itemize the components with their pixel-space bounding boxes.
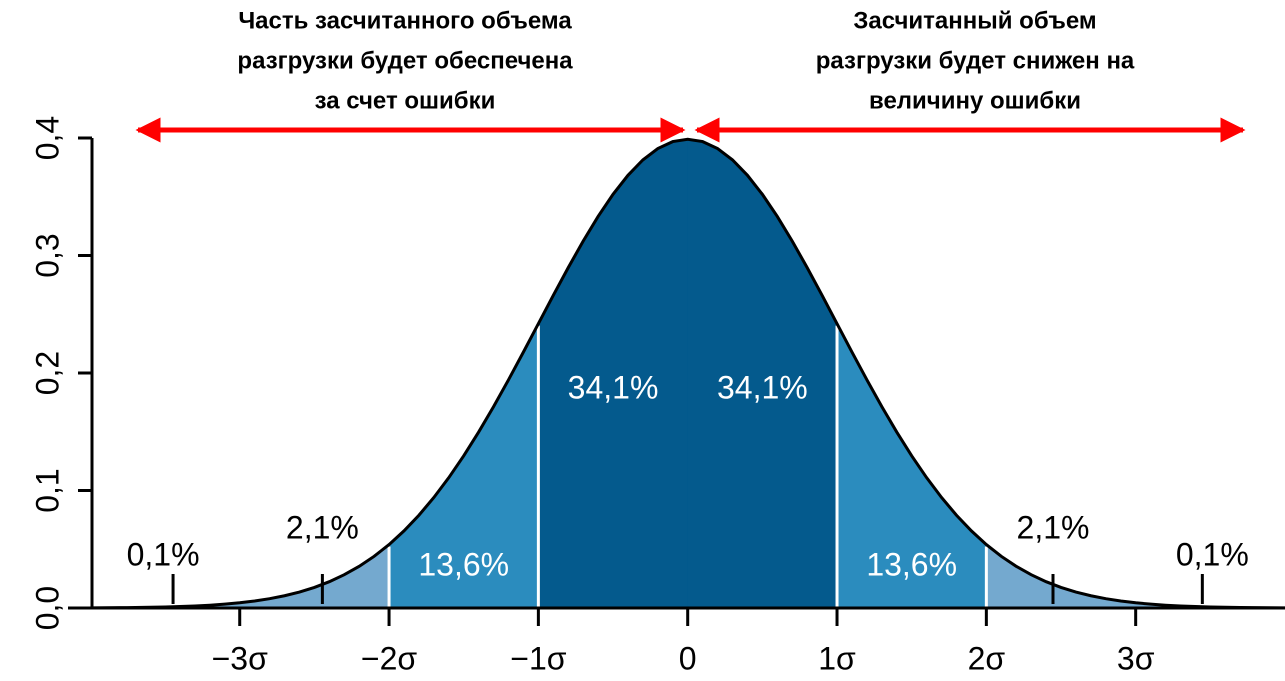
- x-tick-label: −3σ: [212, 640, 268, 676]
- y-tick-label: 0,1: [29, 468, 65, 512]
- x-tick-label: −1σ: [510, 640, 566, 676]
- density-curve: [90, 137, 1285, 610]
- y-tick-label: 0,2: [29, 351, 65, 395]
- annotation-text: разгрузки будет обеспечена: [237, 47, 573, 74]
- y-tick-label: 0,0: [29, 586, 65, 630]
- annotation-text: Часть засчитанного объема: [238, 7, 572, 34]
- value-label: 34,1%: [568, 369, 659, 405]
- value-label: 2,1%: [1017, 509, 1090, 545]
- value-label: 34,1%: [717, 369, 808, 405]
- annotation-text: Засчитанный объем: [853, 7, 1096, 34]
- x-tick-label: 1σ: [818, 640, 856, 676]
- x-tick-label: 2σ: [968, 640, 1006, 676]
- y-tick-label: 0,3: [29, 233, 65, 277]
- x-tick-label: 3σ: [1117, 640, 1155, 676]
- value-label: 0,1%: [1176, 536, 1249, 572]
- x-tick-label: −2σ: [361, 640, 417, 676]
- annotation-text: величину ошибки: [869, 87, 1081, 114]
- value-label: 13,6%: [866, 546, 957, 582]
- annotation-text: за счет ошибки: [315, 87, 496, 114]
- x-tick-label: 0: [679, 640, 697, 676]
- annotation-text: разгрузки будет снижен на: [816, 47, 1135, 74]
- value-label: 0,1%: [127, 536, 200, 572]
- value-label: 2,1%: [286, 509, 359, 545]
- value-label: 13,6%: [418, 546, 509, 582]
- y-tick-label: 0,4: [29, 116, 65, 160]
